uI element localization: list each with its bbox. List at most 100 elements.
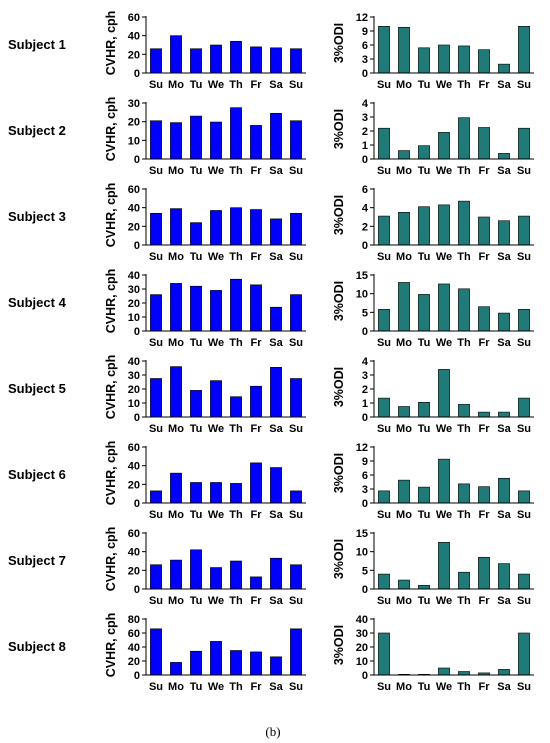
x-tick-label: Th <box>457 681 471 693</box>
bar <box>498 477 510 504</box>
bar <box>210 210 222 246</box>
bar <box>458 483 470 504</box>
y-tick-label: 3 <box>362 370 368 382</box>
x-tick-label: Su <box>289 423 303 435</box>
bar <box>438 369 450 418</box>
y-axis-label: 3%ODI <box>332 367 346 407</box>
y-tick-label: 0 <box>134 240 140 252</box>
bar <box>518 215 530 246</box>
cvhr-chart-3: Subject 3 CVHR, cph 0 20 40 60 Su Mo Tu We Th Fr Sa S… <box>8 183 306 263</box>
y-tick-label: 2 <box>362 384 368 396</box>
bar <box>438 458 450 504</box>
x-tick-label: We <box>436 337 452 349</box>
cvhr-chart-2: Subject 2 CVHR, cph 0 10 20 30 Su Mo Tu We Th Fr Sa S… <box>8 97 306 177</box>
x-tick-label: Mo <box>168 423 184 435</box>
bar <box>150 294 162 332</box>
odi-chart-5: 3%ODI 0 1 2 3 4 Su Mo Tu We Th Fr Sa Su <box>332 356 534 435</box>
x-tick-label: Mo <box>396 681 412 693</box>
cvhr-chart-5: Subject 5 CVHR, cph 0 10 20 30 40 Su Mo Tu We Th Fr S… <box>8 355 306 435</box>
bar <box>230 40 242 74</box>
odi-chart-3: 3%ODI 0 2 4 6 Su Mo Tu We Th Fr Sa Su <box>332 184 534 263</box>
x-tick-label: Sa <box>269 595 283 607</box>
bar <box>518 26 530 74</box>
odi-chart-6: 3%ODI 0 3 6 9 12 Su Mo Tu We Th Fr Sa Su <box>332 442 534 521</box>
x-tick-label: Su <box>377 595 391 607</box>
bar <box>478 216 490 246</box>
y-tick-label: 0 <box>362 670 368 682</box>
bar <box>290 378 302 418</box>
bar <box>518 632 530 676</box>
x-tick-label: Sa <box>497 251 511 263</box>
bar <box>170 559 182 590</box>
x-tick-label: Mo <box>168 79 184 91</box>
x-tick-label: Mo <box>168 595 184 607</box>
y-tick-label: 40 <box>128 356 140 368</box>
figure-caption: (b) <box>265 724 280 739</box>
bar <box>230 396 242 418</box>
x-tick-label: We <box>436 509 452 521</box>
bar <box>498 153 510 160</box>
bar <box>378 490 390 504</box>
y-tick-label: 0 <box>362 412 368 424</box>
subject-label: Subject 2 <box>8 123 66 138</box>
bar <box>418 206 430 246</box>
bar <box>190 549 202 590</box>
bar <box>290 628 302 676</box>
y-tick-label: 0 <box>362 68 368 80</box>
bar <box>190 482 202 504</box>
y-tick-label: 4 <box>362 203 369 215</box>
y-tick-label: 5 <box>362 565 368 577</box>
x-tick-label: Th <box>229 681 243 693</box>
y-tick-label: 20 <box>356 642 368 654</box>
x-tick-label: Su <box>517 509 531 521</box>
y-tick-label: 20 <box>128 298 140 310</box>
bar <box>230 278 242 332</box>
y-tick-label: 20 <box>128 479 140 491</box>
x-tick-label: Sa <box>269 337 283 349</box>
x-tick-label: Su <box>149 337 163 349</box>
x-tick-label: Fr <box>479 595 491 607</box>
x-tick-label: We <box>208 165 224 177</box>
x-tick-label: Su <box>377 509 391 521</box>
x-tick-label: Mo <box>168 681 184 693</box>
cvhr-chart-8: Subject 8 CVHR, cph 0 20 40 60 80 Su Mo Tu We Th Fr S… <box>8 613 306 693</box>
y-tick-label: 0 <box>134 68 140 80</box>
bar <box>250 209 262 246</box>
x-tick-label: Fr <box>479 79 491 91</box>
odi-chart-1: 3%ODI 0 3 6 9 12 Su Mo Tu We Th Fr Sa Su <box>332 12 534 91</box>
y-tick-label: 40 <box>356 614 368 626</box>
bar <box>230 207 242 246</box>
x-tick-label: Fr <box>479 509 491 521</box>
bar <box>498 563 510 590</box>
odi-chart-4: 3%ODI 0 5 10 15 Su Mo Tu We Th Fr Sa Su <box>332 270 534 349</box>
bar <box>438 132 450 160</box>
x-tick-label: We <box>436 595 452 607</box>
y-tick-label: 40 <box>128 547 140 559</box>
x-tick-label: Sa <box>497 595 511 607</box>
bar <box>270 467 282 504</box>
y-axis-label: 3%ODI <box>332 539 346 579</box>
bar <box>378 397 390 418</box>
bar <box>438 283 450 332</box>
y-tick-label: 40 <box>128 270 140 282</box>
y-tick-label: 40 <box>128 461 140 473</box>
bar <box>290 490 302 504</box>
odi-chart-7: 3%ODI 0 5 10 15 Su Mo Tu We Th Fr Sa Su <box>332 528 534 607</box>
bar <box>478 49 490 74</box>
y-tick-label: 10 <box>356 547 368 559</box>
y-tick-label: 2 <box>362 126 368 138</box>
x-tick-label: Su <box>149 79 163 91</box>
x-tick-label: Fr <box>251 681 263 693</box>
y-tick-label: 0 <box>362 584 368 596</box>
bar <box>250 576 262 590</box>
y-tick-label: 0 <box>362 326 368 338</box>
y-tick-label: 3 <box>362 484 368 496</box>
x-tick-label: Th <box>229 79 243 91</box>
bar <box>250 385 262 418</box>
x-tick-label: Fr <box>251 165 263 177</box>
x-tick-label: Th <box>457 595 471 607</box>
x-tick-label: Mo <box>168 337 184 349</box>
x-tick-label: Fr <box>479 681 491 693</box>
bar <box>150 564 162 590</box>
cvhr-chart-4: Subject 4 CVHR, cph 0 10 20 30 40 Su Mo Tu We Th Fr S… <box>8 269 306 349</box>
